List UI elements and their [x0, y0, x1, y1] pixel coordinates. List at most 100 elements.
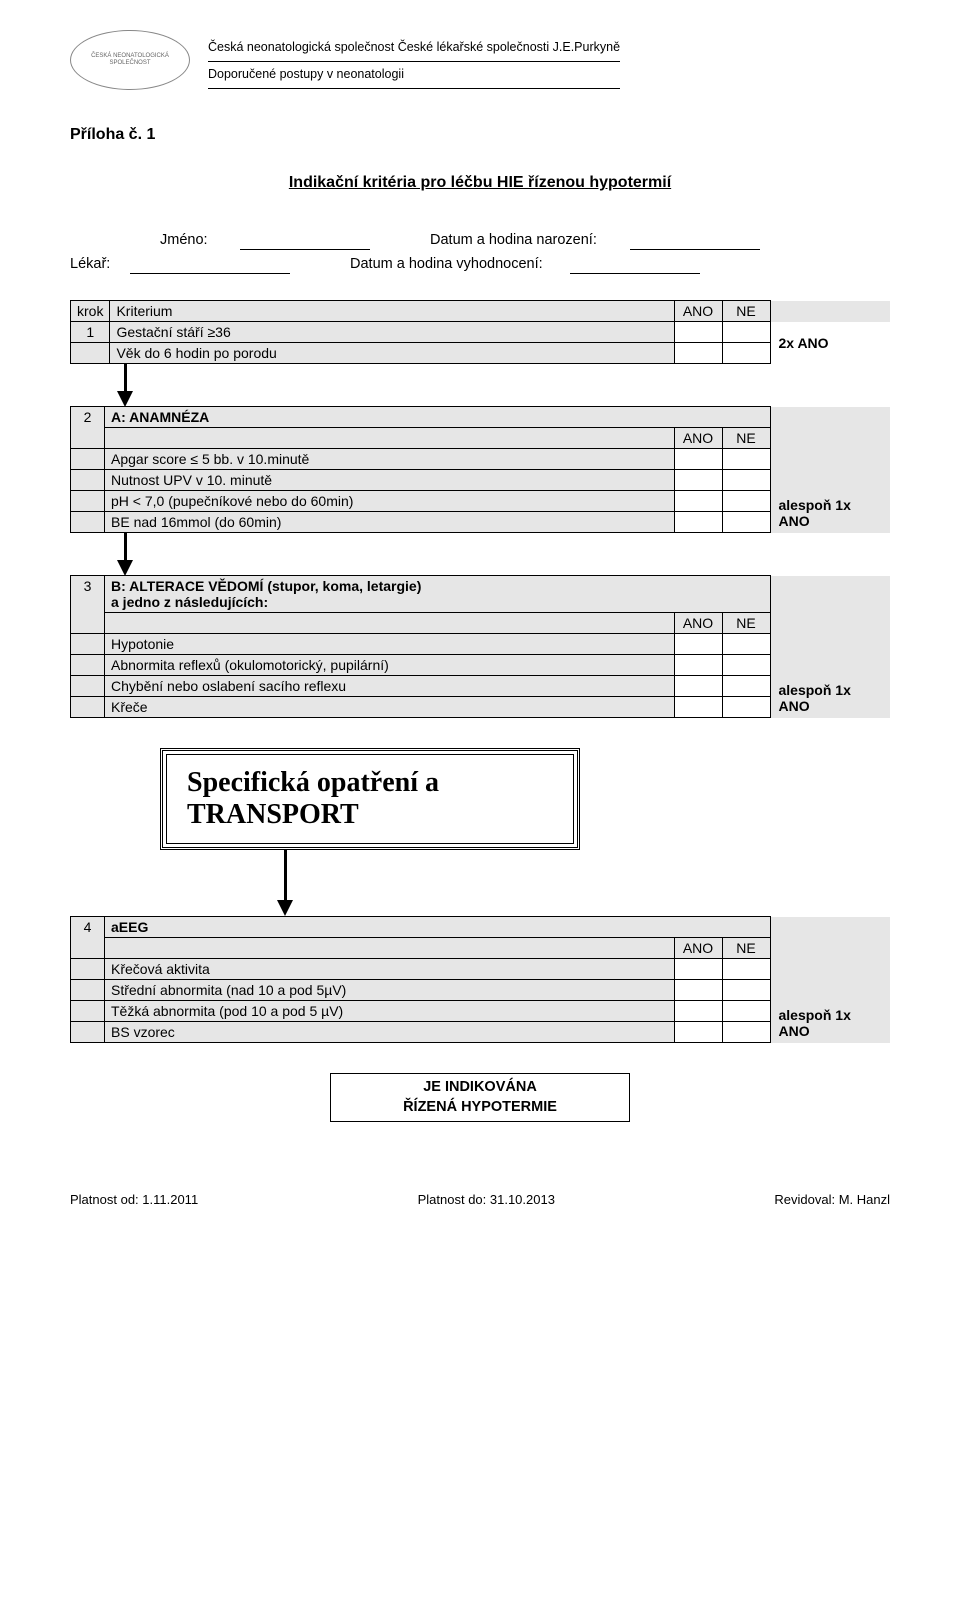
step4-ano-3[interactable]	[674, 1022, 722, 1043]
col-krok: krok	[71, 301, 110, 322]
col-ano: ANO	[674, 301, 722, 322]
step3-row-0: Hypotonie	[105, 634, 675, 655]
step4-row-1: Střední abnormita (nad 10 a pod 5µV)	[105, 980, 675, 1001]
step2-tag-spacer	[770, 407, 890, 428]
step2-ne-3[interactable]	[722, 512, 770, 533]
step1-tag-spacer	[770, 301, 890, 322]
transport-box: Specifická opatření a TRANSPORT	[166, 754, 574, 844]
step3-ne-2[interactable]	[722, 676, 770, 697]
step4-ano-2[interactable]	[674, 1001, 722, 1022]
name-label: Jméno:	[160, 232, 240, 250]
step4-ano-0[interactable]	[674, 959, 722, 980]
step4-row-2: Těžká abnormita (pod 10 a pod 5 µV)	[105, 1001, 675, 1022]
eval-value[interactable]	[570, 256, 700, 274]
step2-ano-1[interactable]	[674, 470, 722, 491]
step4-ne-0[interactable]	[722, 959, 770, 980]
step4-col-ne: NE	[722, 938, 770, 959]
step3-blank-row	[105, 613, 675, 634]
step1-ano-1[interactable]	[674, 343, 722, 364]
name-value[interactable]	[240, 232, 370, 250]
col-kriterium: Kriterium	[110, 301, 674, 322]
step4-table: 4 aEEG ANO NE alespoň 1x ANO Křečová akt…	[70, 916, 890, 1043]
doctor-label: Lékař:	[70, 256, 130, 274]
header-divider-2	[208, 88, 620, 89]
step2-ne-1[interactable]	[722, 470, 770, 491]
header-divider-1	[208, 61, 620, 62]
step4-tag-spacer	[770, 917, 890, 938]
logo-text: ČESKÁ NEONATOLOGICKÁ SPOLEČNOST	[71, 53, 189, 66]
step3-ano-0[interactable]	[674, 634, 722, 655]
step3-row-3: Křeče	[105, 697, 675, 718]
name-row-2: Lékař: Datum a hodina vyhodnocení:	[70, 256, 890, 274]
step4-ano-1[interactable]	[674, 980, 722, 1001]
step2-ne-0[interactable]	[722, 449, 770, 470]
revised-by: Revidoval: M. Hanzl	[774, 1192, 890, 1207]
step4-ne-2[interactable]	[722, 1001, 770, 1022]
step4-tag: alespoň 1x ANO	[770, 938, 890, 1043]
step2-table: 2 A: ANAMNÉZA ANO NE alespoň 1x ANO Apga…	[70, 406, 890, 533]
step4-col-ano: ANO	[674, 938, 722, 959]
doc-type: Doporučené postupy v neonatologii	[208, 63, 620, 87]
step4-blank-row	[105, 938, 675, 959]
step1-num-blank	[71, 343, 110, 364]
step2-num: 2	[71, 407, 105, 449]
step1-ano-0[interactable]	[674, 322, 722, 343]
step4-ne-1[interactable]	[722, 980, 770, 1001]
attachment-label: Příloha č. 1	[70, 126, 890, 144]
step2-ano-3[interactable]	[674, 512, 722, 533]
page-footer: Platnost od: 1.11.2011 Platnost do: 31.1…	[70, 1192, 890, 1207]
step2-blank-row	[105, 428, 675, 449]
valid-to: Platnost do: 31.10.2013	[418, 1192, 555, 1207]
step4-num: 4	[71, 917, 105, 959]
step4-heading: aEEG	[105, 917, 771, 938]
arrow-3	[270, 850, 300, 916]
step3-ne-3[interactable]	[722, 697, 770, 718]
step3-ano-3[interactable]	[674, 697, 722, 718]
step3-ne-0[interactable]	[722, 634, 770, 655]
step3-tag-spacer	[770, 576, 890, 613]
step2-col-ne: NE	[722, 428, 770, 449]
step2-ne-2[interactable]	[722, 491, 770, 512]
final-indication-box: JE INDIKOVÁNA ŘÍZENÁ HYPOTERMIE	[330, 1073, 630, 1122]
step4-ne-3[interactable]	[722, 1022, 770, 1043]
arrow-1	[110, 363, 140, 407]
valid-from: Platnost od: 1.11.2011	[70, 1192, 198, 1207]
step2-row-3: BE nad 16mmol (do 60min)	[105, 512, 675, 533]
step2-row-0: Apgar score ≤ 5 bb. v 10.minutě	[105, 449, 675, 470]
step3-col-ne: NE	[722, 613, 770, 634]
step1-ne-0[interactable]	[722, 322, 770, 343]
society-logo: ČESKÁ NEONATOLOGICKÁ SPOLEČNOST	[70, 30, 190, 90]
step2-row-1: Nutnost UPV v 10. minutě	[105, 470, 675, 491]
step2-ano-0[interactable]	[674, 449, 722, 470]
step1-tag: 2x ANO	[770, 322, 890, 364]
doctor-value[interactable]	[130, 256, 290, 274]
document-title: Indikační kritéria pro léčbu HIE řízenou…	[70, 174, 890, 192]
header-text-block: Česká neonatologická společnost České lé…	[208, 30, 620, 90]
step3-ano-2[interactable]	[674, 676, 722, 697]
step3-row-1: Abnormita reflexů (okulomotorický, pupil…	[105, 655, 675, 676]
step1-ne-1[interactable]	[722, 343, 770, 364]
step3-ne-1[interactable]	[722, 655, 770, 676]
step1-table: krok Kriterium ANO NE 1 Gestační stáří ≥…	[70, 300, 890, 364]
step1-num: 1	[71, 322, 110, 343]
step3-heading: B: ALTERACE VĚDOMÍ (stupor, koma, letarg…	[105, 576, 771, 613]
birth-value[interactable]	[630, 232, 760, 250]
step3-row-2: Chybění nebo oslabení sacího reflexu	[105, 676, 675, 697]
arrow-2	[110, 532, 140, 576]
name-row-1: Jméno: Datum a hodina narození:	[160, 232, 890, 250]
document-page: ČESKÁ NEONATOLOGICKÁ SPOLEČNOST Česká ne…	[0, 0, 960, 1247]
step2-tag: alespoň 1x ANO	[770, 428, 890, 533]
step2-heading: A: ANAMNÉZA	[105, 407, 771, 428]
step2-ano-2[interactable]	[674, 491, 722, 512]
step4-row-3: BS vzorec	[105, 1022, 675, 1043]
step3-tag: alespoň 1x ANO	[770, 613, 890, 718]
step2-row-2: pH < 7,0 (pupečníkové nebo do 60min)	[105, 491, 675, 512]
transport-box-outer: Specifická opatření a TRANSPORT	[160, 748, 580, 850]
step1-row-0: Gestační stáří ≥36	[110, 322, 674, 343]
step3-table: 3 B: ALTERACE VĚDOMÍ (stupor, koma, leta…	[70, 575, 890, 718]
step3-ano-1[interactable]	[674, 655, 722, 676]
birth-label: Datum a hodina narození:	[430, 232, 630, 250]
eval-label: Datum a hodina vyhodnocení:	[350, 256, 570, 274]
step4-row-0: Křečová aktivita	[105, 959, 675, 980]
step1-row-1: Věk do 6 hodin po porodu	[110, 343, 674, 364]
